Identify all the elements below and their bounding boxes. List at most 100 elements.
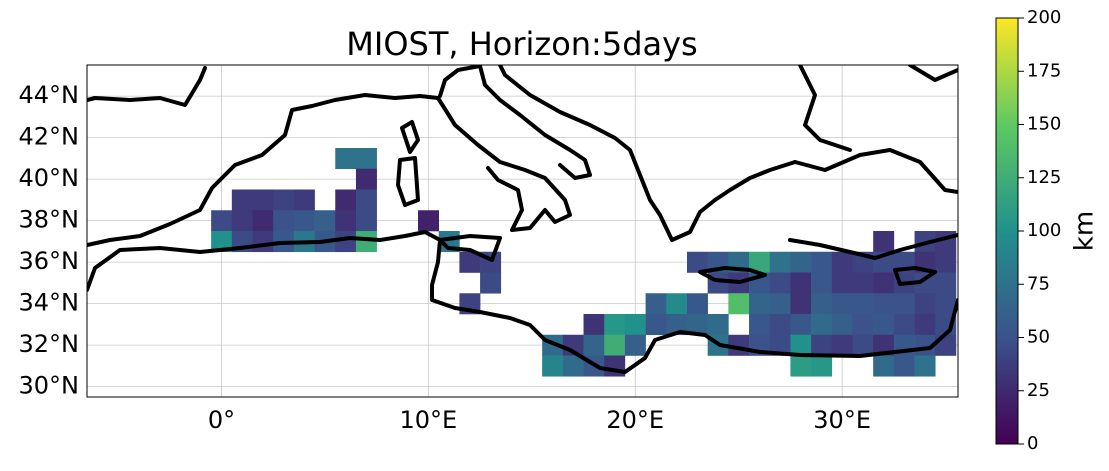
colorbar-tick-label: 200 — [1027, 7, 1061, 28]
grid-cell — [914, 293, 936, 315]
grid-cell — [562, 355, 584, 377]
y-tick-label: 32°N — [19, 330, 80, 358]
grid-cell — [686, 293, 708, 315]
grid-cell — [831, 314, 853, 336]
colorbar-tick-label: 75 — [1027, 273, 1050, 294]
grid-cell — [645, 293, 667, 315]
grid-cell — [604, 334, 626, 356]
grid-cell — [749, 251, 771, 273]
grid-cell — [811, 355, 833, 377]
grid-cell — [873, 355, 895, 377]
y-tick-label: 42°N — [19, 123, 80, 151]
colorbar-label: km — [1070, 211, 1100, 251]
grid-cell — [893, 293, 915, 315]
grid-cell — [790, 293, 812, 315]
grid-cell — [686, 251, 708, 273]
colorbar-tick-label: 25 — [1027, 380, 1050, 401]
grid-cell — [811, 314, 833, 336]
grid-cell — [769, 293, 791, 315]
grid-cell — [728, 293, 750, 315]
grid-cell — [252, 189, 274, 211]
grid-cell — [935, 293, 957, 315]
grid-cell — [811, 272, 833, 294]
grid-cell — [211, 210, 233, 232]
grid-cell — [790, 355, 812, 377]
colorbar-tick-label: 150 — [1027, 114, 1061, 135]
x-tick-label: 0° — [208, 406, 235, 434]
grid-cell — [252, 210, 274, 232]
grid-cell — [852, 314, 874, 336]
grid-cell — [355, 231, 377, 253]
grid-cell — [273, 210, 295, 232]
grid-cell — [914, 355, 936, 377]
x-tick-label: 10°E — [400, 406, 458, 434]
coastlines — [87, 65, 958, 374]
grid-cell — [811, 251, 833, 273]
grid-cell — [335, 210, 357, 232]
colorbar-tick-label: 175 — [1027, 60, 1061, 81]
grid-cell — [873, 293, 895, 315]
grid-cell — [790, 334, 812, 356]
grid-cell — [231, 189, 253, 211]
x-tick-label: 20°E — [606, 406, 664, 434]
grid-cell — [624, 334, 646, 356]
grid-cell — [935, 272, 957, 294]
grid-cell — [769, 272, 791, 294]
grid-cell — [355, 168, 377, 190]
grid-cell — [893, 355, 915, 377]
grid-cell — [211, 231, 233, 253]
grid-cell — [542, 355, 564, 377]
grid-cell — [583, 314, 605, 336]
y-tick-label: 30°N — [19, 372, 80, 400]
x-tick-label: 30°E — [813, 406, 871, 434]
grid-cell — [873, 334, 895, 356]
grid-cell — [355, 148, 377, 170]
grid-cell — [707, 314, 729, 336]
grid-cell — [790, 314, 812, 336]
grid-cell — [914, 272, 936, 294]
grid-cell — [666, 314, 688, 336]
grid-cell — [624, 314, 646, 336]
grid-cell — [893, 314, 915, 336]
grid-cell — [418, 210, 440, 232]
grid-cell — [873, 314, 895, 336]
grid-cell — [811, 293, 833, 315]
colorbar — [995, 17, 1019, 445]
grid-cell — [769, 251, 791, 273]
y-tick-label: 44°N — [19, 81, 80, 109]
colorbar-tick-label: 100 — [1027, 220, 1061, 241]
grid-cell — [355, 189, 377, 211]
grid-cell — [831, 272, 853, 294]
grid-cell — [749, 293, 771, 315]
grid-cell — [831, 334, 853, 356]
grid-cell — [790, 272, 812, 294]
grid-cell — [831, 293, 853, 315]
grid-cell — [314, 210, 336, 232]
grid-cell — [231, 210, 253, 232]
grid-cell — [914, 314, 936, 336]
grid-cell — [790, 251, 812, 273]
grid-cell — [873, 272, 895, 294]
grid-cell — [769, 334, 791, 356]
grid-cell — [604, 314, 626, 336]
grid-cell — [273, 189, 295, 211]
grid-cell — [666, 293, 688, 315]
grid-cell — [769, 314, 791, 336]
grid-cell — [335, 189, 357, 211]
grid-cell — [293, 189, 315, 211]
y-tick-label: 36°N — [19, 247, 80, 275]
map-title: MIOST, Horizon:5days — [346, 25, 697, 63]
plot-frame — [86, 64, 959, 398]
grid-cell — [935, 251, 957, 273]
grid-cell — [831, 251, 853, 273]
y-tick-label: 38°N — [19, 206, 80, 234]
grid-cell — [480, 272, 502, 294]
colorbar-tick-label: 125 — [1027, 167, 1061, 188]
colorbar-tick-label: 50 — [1027, 327, 1050, 348]
grid-cell — [852, 293, 874, 315]
y-tick-label: 40°N — [19, 164, 80, 192]
grid-cell — [852, 334, 874, 356]
grid-cell — [293, 210, 315, 232]
grid-cell — [686, 314, 708, 336]
